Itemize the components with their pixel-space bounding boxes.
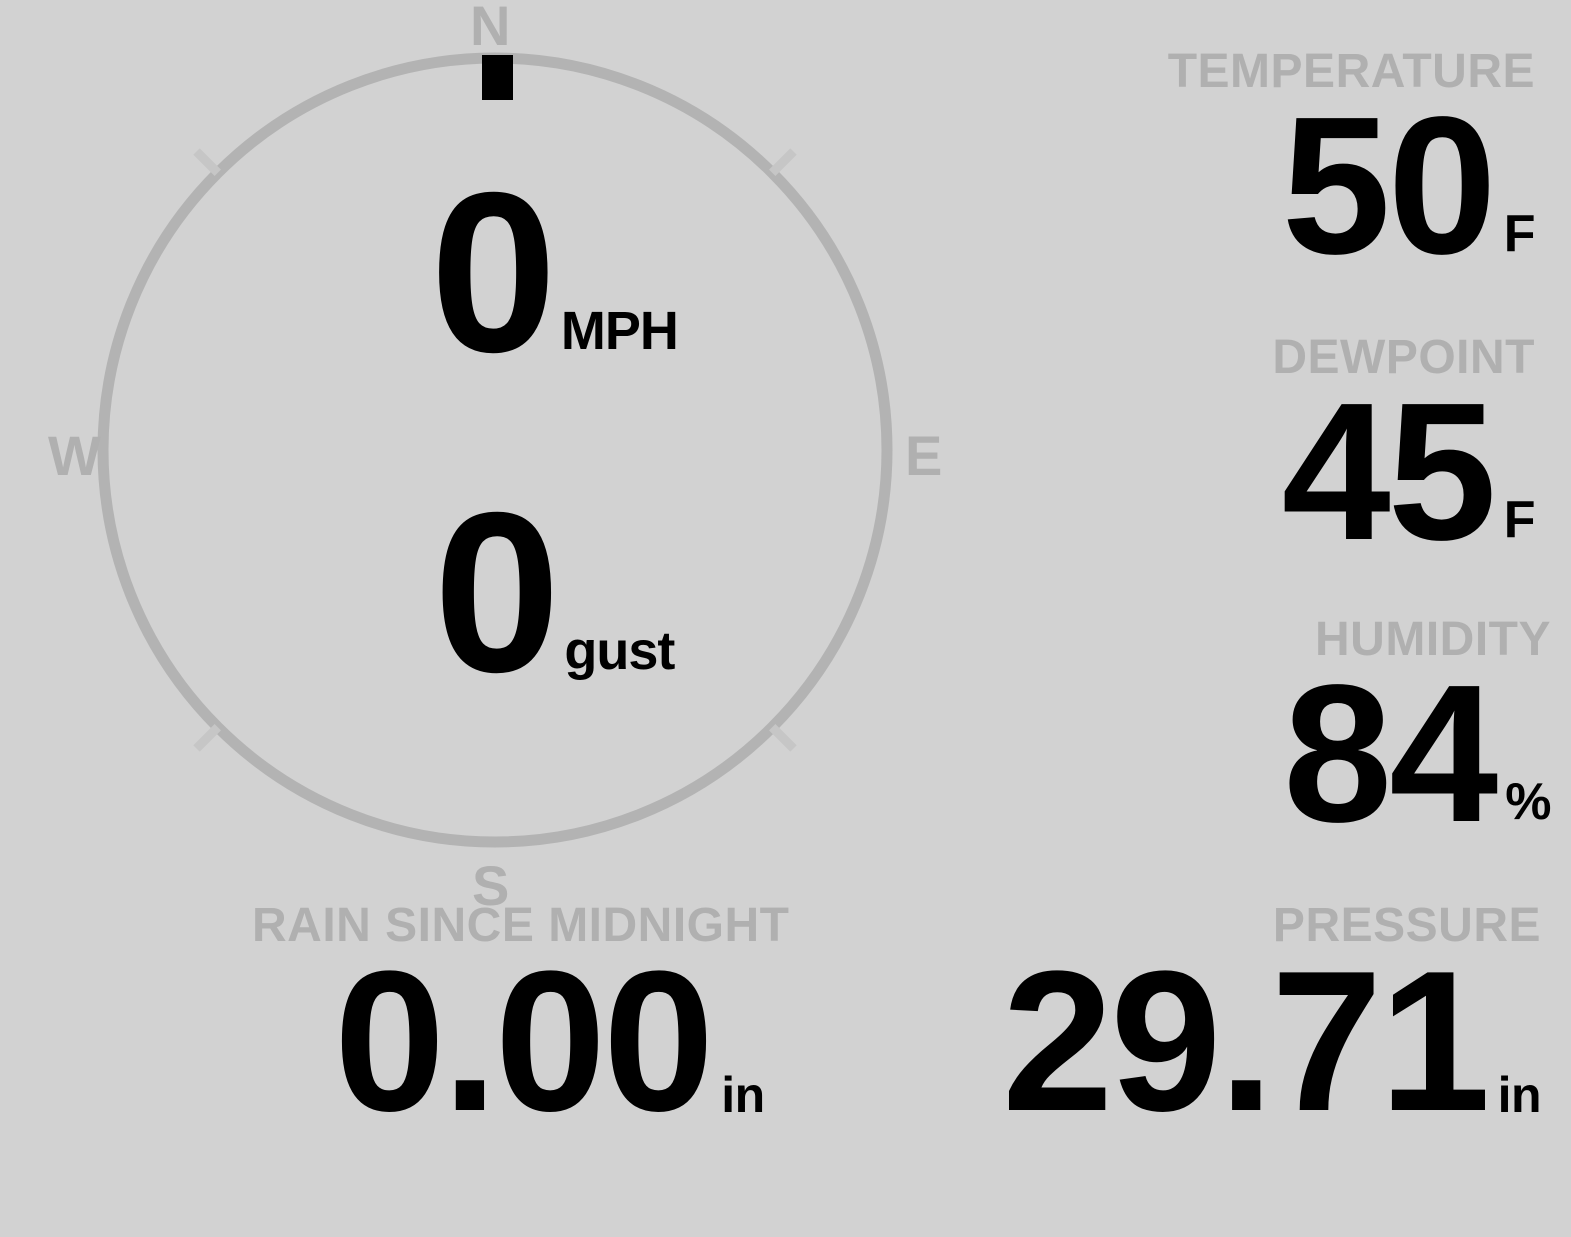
- rain-value-row: 0.00 in: [252, 930, 790, 1153]
- compass-label-north: N: [470, 0, 511, 57]
- humidity-label: HUMIDITY: [1315, 613, 1551, 666]
- temperature-value: 50: [1281, 76, 1497, 295]
- wind-gust-unit: gust: [564, 620, 675, 681]
- wind-compass-panel: N S W E 0 MPH 0 gust: [0, 0, 990, 920]
- humidity-readout: HUMIDITY 84 %: [1283, 613, 1551, 863]
- dewpoint-readout: DEWPOINT 45 F: [1272, 331, 1536, 581]
- humidity-unit: %: [1505, 773, 1551, 832]
- pressure-value-row: 29.71 in: [1002, 930, 1542, 1153]
- pressure-value: 29.71: [1002, 930, 1490, 1153]
- wind-direction-marker: [482, 55, 513, 100]
- dewpoint-value-row: 45 F: [1272, 362, 1536, 581]
- rain-readout: RAIN SINCE MIDNIGHT 0.00 in: [252, 899, 790, 1153]
- dewpoint-unit: F: [1503, 491, 1536, 550]
- wind-speed-value: 0: [430, 146, 557, 400]
- temperature-label: TEMPERATURE: [1167, 45, 1535, 98]
- dewpoint-value: 45: [1281, 362, 1497, 581]
- compass-label-east: E: [905, 424, 943, 487]
- humidity-value-row: 84 %: [1283, 644, 1551, 863]
- rain-unit: in: [721, 1067, 765, 1123]
- wind-speed-readout: 0 MPH: [0, 146, 990, 400]
- temperature-value-row: 50 F: [1168, 76, 1536, 295]
- compass-dial: [97, 52, 893, 848]
- pressure-label: PRESSURE: [1272, 899, 1541, 952]
- wind-speed-unit: MPH: [560, 300, 679, 361]
- temperature-readout: TEMPERATURE 50 F: [1167, 45, 1536, 295]
- humidity-value: 84: [1283, 644, 1498, 863]
- rain-value: 0.00: [334, 930, 714, 1153]
- rain-label: RAIN SINCE MIDNIGHT: [252, 899, 790, 952]
- compass-ticks: [193, 148, 797, 752]
- pressure-unit: in: [1497, 1067, 1542, 1123]
- wind-gust-readout: 0 gust: [0, 466, 990, 720]
- dewpoint-label: DEWPOINT: [1272, 331, 1535, 384]
- compass-label-west: W: [48, 424, 101, 487]
- temperature-unit: F: [1503, 205, 1536, 264]
- pressure-readout: PRESSURE 29.71 in: [1002, 899, 1542, 1153]
- wind-gust-value: 0: [433, 466, 561, 720]
- compass-label-south: S: [472, 854, 510, 917]
